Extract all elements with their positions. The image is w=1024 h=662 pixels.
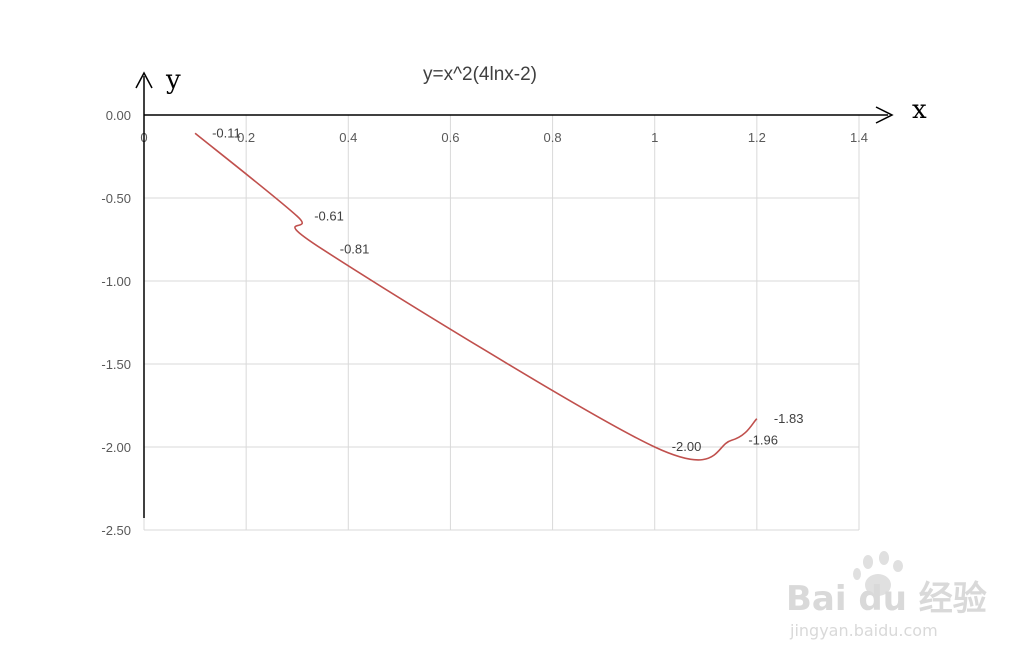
data-label: -1.96 [748,432,778,447]
y-tick-label: -2.50 [101,523,131,538]
y-tick-label: -0.50 [101,191,131,206]
x-tick-label: 1.4 [850,130,868,145]
y-axis-arrow [135,71,153,89]
data-label: -1.83 [774,411,804,426]
y-tick-labels: 0.00 -0.50 -1.00 -1.50 -2.00 -2.50 [101,108,131,538]
x-tick-label: 0.2 [237,130,255,145]
watermark-url: jingyan.baidu.com [789,621,938,640]
grid [143,114,860,531]
series-line [194,132,758,461]
x-tick-label: 0.4 [339,130,357,145]
chart-title: y=x^2(4lnx-2) [423,64,537,85]
data-labels: -0.11 -0.61 -0.81 -2.00 -1.96 -1.83 [212,125,803,454]
paw-logo-icon [853,551,903,596]
y-axis-label: y [165,65,181,95]
y-tick-label: -1.50 [101,357,131,372]
data-label: -2.00 [672,439,702,454]
x-tick-label: 1.2 [748,130,766,145]
x-axis-label: x [912,95,927,125]
baidu-watermark: Bai du 经验 jingyan.baidu.com [786,551,987,640]
y-tick-label: 0.00 [106,108,131,123]
data-label: -0.11 [212,125,241,140]
watermark-brand: Bai du 经验 [786,579,987,619]
x-tick-labels: 00.20.40.60.811.21.4 [140,130,868,145]
series-layer [194,132,758,461]
y-tick-label: -1.00 [101,274,131,289]
data-label: -0.81 [340,241,370,256]
x-tick-label: 0.8 [544,130,562,145]
x-axis-arrow [875,106,894,124]
x-tick-label: 0.6 [441,130,459,145]
x-tick-label: 1 [651,130,658,145]
y-tick-label: -2.00 [101,440,131,455]
data-label: -0.61 [314,208,344,223]
